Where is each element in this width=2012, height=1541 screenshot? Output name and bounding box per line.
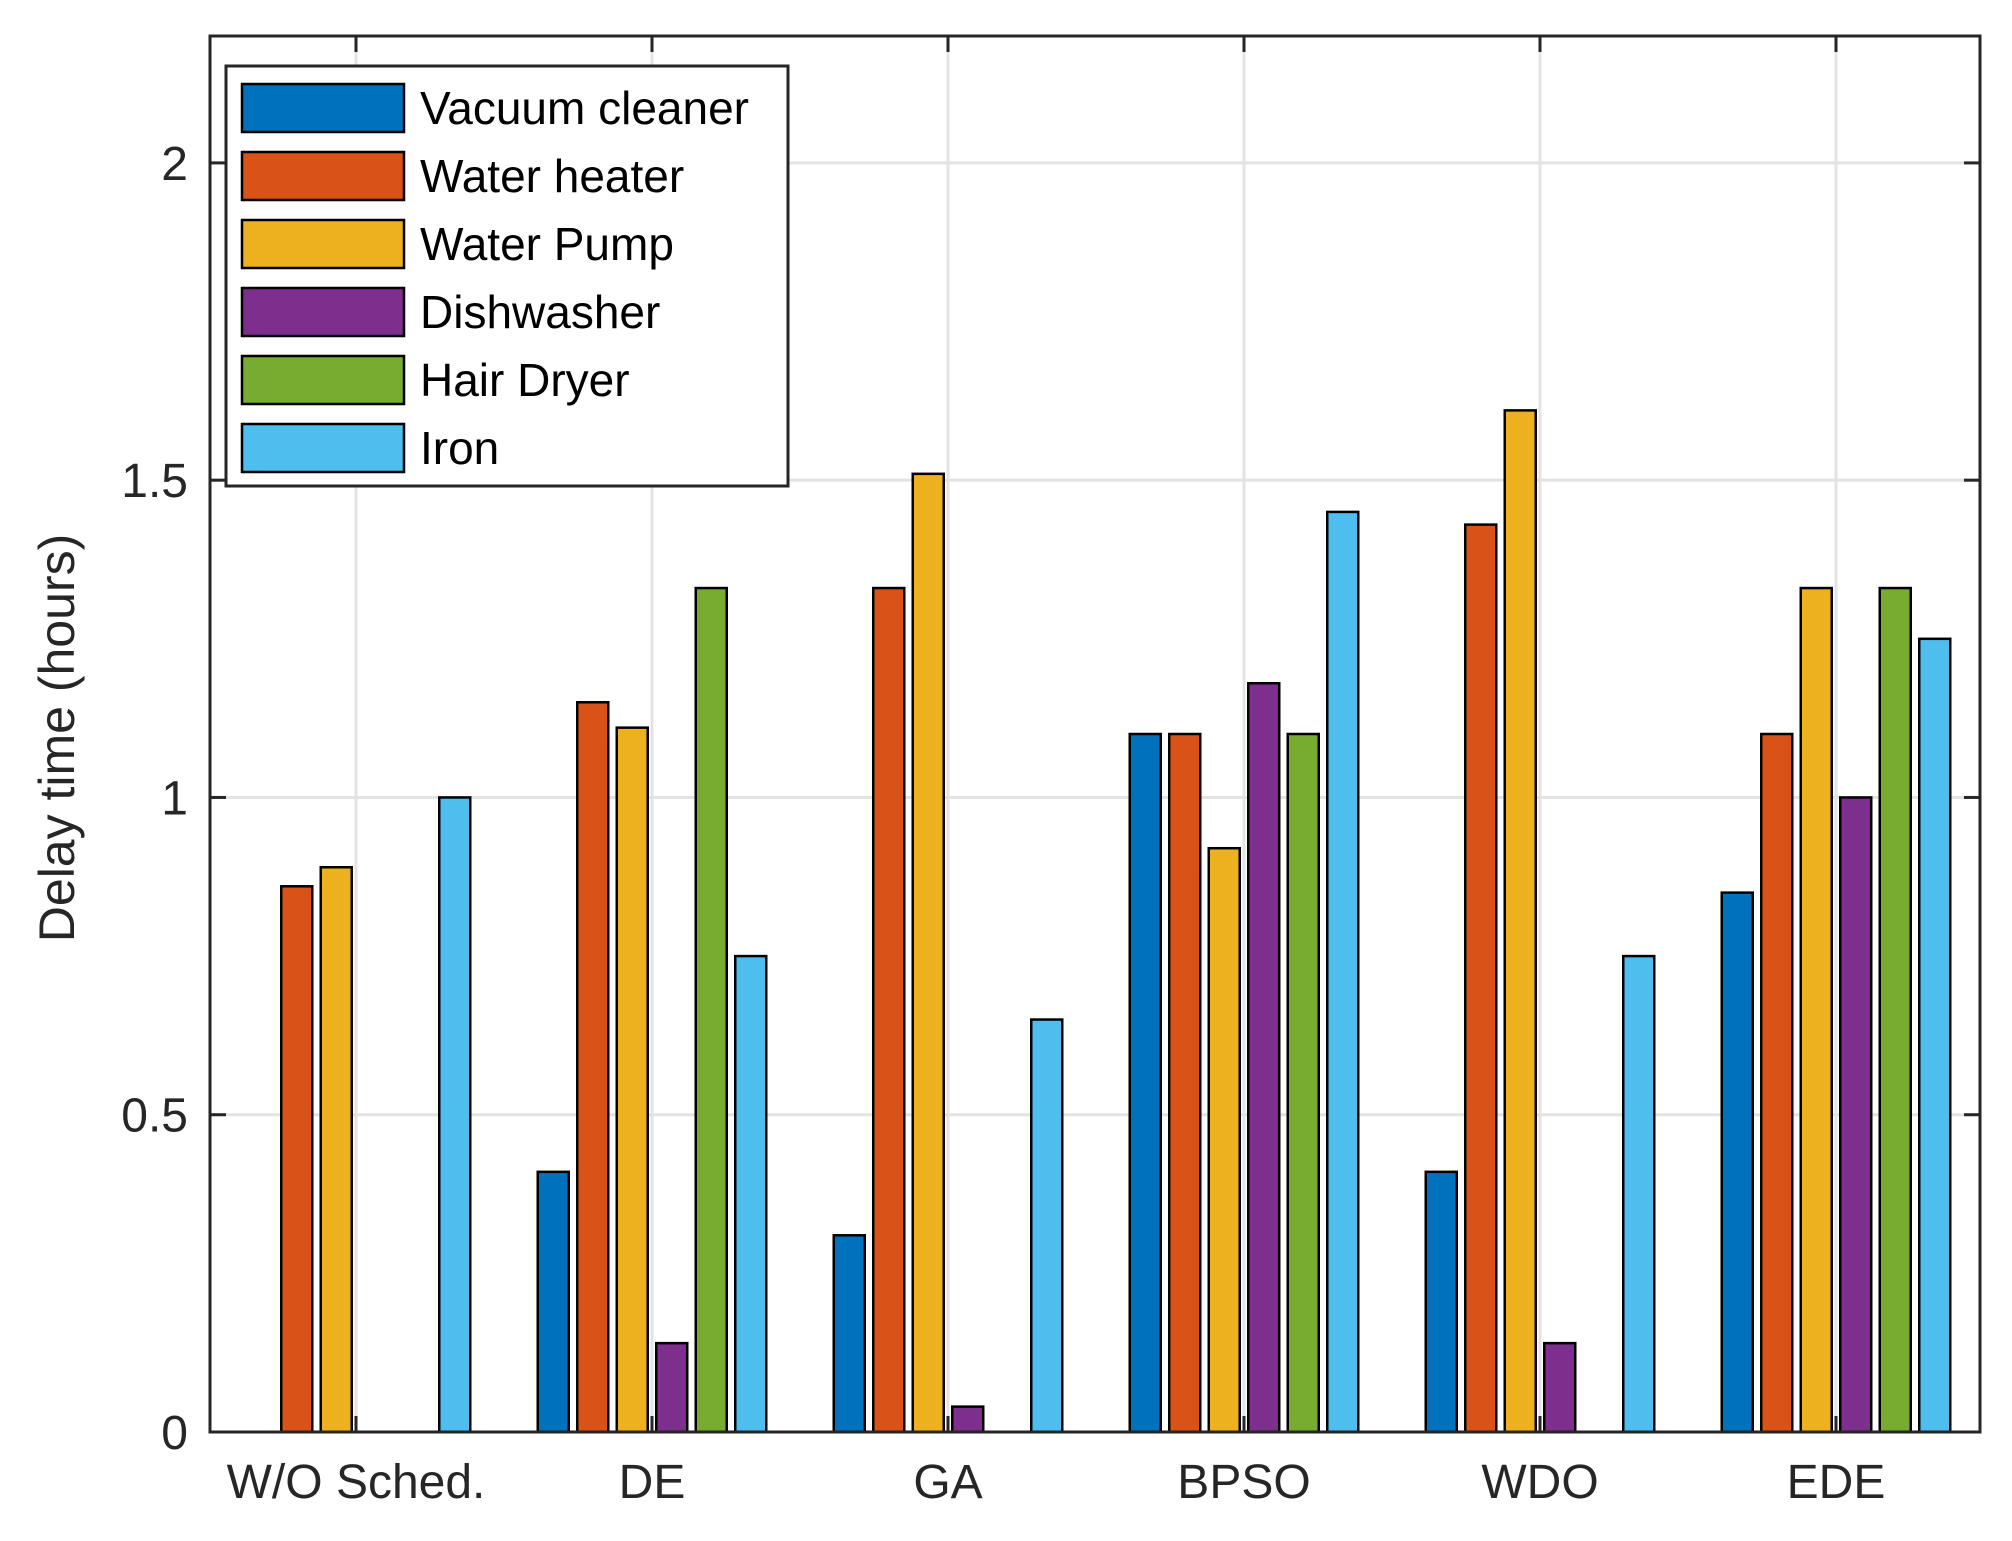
x-tick-label: GA	[913, 1456, 982, 1509]
bar-vacuum-cleaner-ga	[832, 1234, 866, 1434]
bar-water-pump-ga	[911, 472, 945, 1434]
bar-water-heater-w-o-sched-	[280, 885, 314, 1434]
y-tick-label: 1	[161, 772, 188, 825]
bar-iron-ga	[1030, 1018, 1064, 1434]
legend: Vacuum cleaner Water heater Water Pump Dish…	[224, 64, 790, 488]
bar-dishwasher-ga	[951, 1405, 985, 1434]
y-tick-label: 2	[161, 138, 188, 191]
bar-water-pump-de	[615, 726, 649, 1434]
legend-swatch	[240, 150, 406, 202]
legend-swatch	[240, 286, 406, 338]
bar-dishwasher-de	[655, 1341, 689, 1434]
y-tick-label: 0	[161, 1407, 188, 1460]
bar-water-heater-ede	[1760, 732, 1794, 1434]
x-tick-label: WDO	[1481, 1456, 1598, 1509]
x-tick-label: EDE	[1787, 1456, 1886, 1509]
legend-label: Water heater	[420, 150, 684, 202]
legend-swatch	[240, 422, 406, 474]
bar-dishwasher-bpso	[1247, 681, 1281, 1434]
bar-dishwasher-ede	[1839, 796, 1873, 1434]
bar-water-heater-wdo	[1464, 523, 1498, 1434]
legend-swatch	[240, 354, 406, 406]
y-tick-label: 0.5	[121, 1090, 188, 1143]
bar-vacuum-cleaner-ede	[1720, 891, 1754, 1434]
bar-iron-wdo	[1622, 954, 1656, 1434]
bar-hair-dryer-bpso	[1286, 732, 1320, 1434]
bar-iron-ede	[1918, 637, 1952, 1434]
bar-dishwasher-wdo	[1543, 1341, 1577, 1434]
bar-hair-dryer-de	[694, 586, 728, 1434]
y-tick-labels: 0 0.5 1 1.5 2	[121, 138, 188, 1460]
y-axis-label: Delay time (hours)	[29, 534, 85, 942]
bar-water-pump-ede	[1799, 586, 1833, 1434]
y-tick-label: 1.5	[121, 455, 188, 508]
bar-water-heater-ga	[872, 586, 906, 1434]
bar-iron-bpso	[1326, 510, 1360, 1434]
bar-water-pump-w-o-sched-	[319, 866, 353, 1434]
legend-box	[224, 64, 790, 488]
x-tick-label: W/O Sched.	[227, 1456, 486, 1509]
plot-frame	[208, 34, 1982, 1434]
bar-hair-dryer-ede	[1878, 586, 1912, 1434]
bar-water-pump-wdo	[1503, 409, 1537, 1434]
bar-water-pump-bpso	[1207, 846, 1241, 1434]
legend-label: Dishwasher	[420, 286, 660, 338]
bar-water-heater-bpso	[1168, 732, 1202, 1434]
bar-water-heater-de	[576, 701, 610, 1434]
grid	[210, 36, 1980, 1434]
legend-label: Iron	[420, 422, 499, 474]
legend-label: Vacuum cleaner	[420, 82, 749, 134]
bar-vacuum-cleaner-bpso	[1128, 732, 1162, 1434]
legend-label: Hair Dryer	[420, 354, 630, 406]
x-tick-label: BPSO	[1177, 1456, 1310, 1509]
legend-label: Water Pump	[420, 218, 674, 270]
bar-iron-de	[734, 954, 768, 1434]
bar-vacuum-cleaner-wdo	[1424, 1170, 1458, 1434]
bar-vacuum-cleaner-de	[536, 1170, 570, 1434]
bar-iron-w-o-sched-	[438, 796, 472, 1434]
axes	[208, 34, 1982, 1434]
legend-swatch	[240, 82, 406, 134]
legend-swatch	[240, 218, 406, 270]
x-tick-label: DE	[619, 1456, 686, 1509]
x-tick-labels: W/O Sched. DE GA BPSO WDO EDE	[227, 1456, 1886, 1509]
bars	[280, 409, 1952, 1434]
